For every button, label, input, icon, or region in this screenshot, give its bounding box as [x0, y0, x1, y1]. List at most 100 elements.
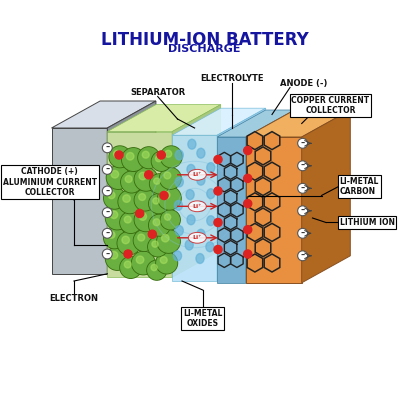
Circle shape [126, 152, 134, 160]
Circle shape [110, 147, 130, 167]
Text: LI-METAL
CARBON: LI-METAL CARBON [340, 177, 379, 196]
Circle shape [157, 230, 180, 253]
Circle shape [122, 172, 142, 192]
Circle shape [110, 211, 118, 218]
Polygon shape [246, 110, 294, 283]
Circle shape [156, 252, 178, 274]
Circle shape [115, 151, 123, 159]
Circle shape [139, 172, 146, 180]
Circle shape [149, 214, 170, 236]
Circle shape [107, 167, 129, 188]
Polygon shape [172, 108, 266, 135]
Polygon shape [264, 254, 280, 272]
Circle shape [158, 186, 181, 210]
Circle shape [160, 210, 180, 230]
Circle shape [160, 256, 167, 264]
Text: –: – [105, 165, 110, 174]
Polygon shape [264, 162, 280, 180]
Text: Li⁺: Li⁺ [193, 172, 202, 177]
Circle shape [244, 250, 252, 258]
Text: –: – [300, 229, 305, 238]
Circle shape [102, 143, 112, 153]
Circle shape [135, 190, 155, 210]
Circle shape [109, 146, 131, 168]
Ellipse shape [174, 251, 182, 261]
Text: SEPARATOR: SEPARATOR [130, 88, 185, 96]
Circle shape [150, 195, 168, 212]
Polygon shape [52, 128, 107, 274]
Circle shape [157, 253, 177, 273]
Circle shape [138, 234, 145, 241]
Polygon shape [172, 105, 221, 277]
Circle shape [139, 213, 146, 220]
Text: ELECTRON: ELECTRON [50, 294, 98, 304]
Circle shape [152, 152, 170, 170]
Text: –: – [105, 250, 110, 258]
Text: –: – [300, 139, 305, 148]
Circle shape [244, 174, 252, 182]
Circle shape [148, 237, 168, 257]
Ellipse shape [185, 240, 193, 250]
Circle shape [108, 231, 115, 238]
Text: Li⁺: Li⁺ [193, 235, 202, 240]
Polygon shape [107, 105, 221, 132]
Ellipse shape [197, 148, 205, 158]
Polygon shape [217, 108, 266, 281]
Circle shape [106, 247, 129, 270]
Text: LI-METAL
OXIDES: LI-METAL OXIDES [183, 309, 222, 328]
Polygon shape [52, 101, 156, 128]
Circle shape [119, 191, 141, 212]
Ellipse shape [196, 254, 204, 264]
Circle shape [157, 151, 165, 159]
Text: –: – [105, 143, 110, 152]
Text: CATHODE (+)
ALUMINIUM CURRENT
COLLECTOR: CATHODE (+) ALUMINIUM CURRENT COLLECTOR [3, 167, 97, 197]
Text: Li⁺: Li⁺ [193, 204, 202, 209]
Polygon shape [255, 147, 271, 165]
Circle shape [298, 161, 308, 171]
Ellipse shape [197, 175, 205, 185]
Circle shape [136, 210, 144, 218]
Ellipse shape [175, 226, 183, 236]
Text: ANODE (-): ANODE (-) [280, 78, 327, 88]
Circle shape [298, 183, 308, 193]
Ellipse shape [197, 229, 205, 239]
Ellipse shape [187, 164, 195, 174]
Circle shape [145, 171, 153, 179]
Ellipse shape [188, 232, 206, 243]
Polygon shape [264, 223, 280, 241]
Circle shape [125, 176, 132, 182]
Ellipse shape [207, 216, 215, 226]
Circle shape [214, 246, 222, 254]
Polygon shape [217, 137, 246, 283]
Circle shape [102, 164, 112, 174]
Circle shape [123, 195, 130, 202]
Polygon shape [217, 110, 294, 137]
Circle shape [298, 228, 308, 238]
Polygon shape [255, 208, 271, 226]
Polygon shape [247, 254, 263, 272]
Circle shape [161, 211, 179, 229]
Circle shape [244, 226, 252, 234]
Circle shape [214, 187, 222, 195]
Circle shape [114, 150, 120, 157]
Ellipse shape [197, 201, 205, 211]
Circle shape [160, 146, 182, 168]
Text: DISCHARGE: DISCHARGE [168, 44, 241, 54]
Polygon shape [246, 110, 350, 137]
Circle shape [110, 252, 118, 259]
Circle shape [104, 227, 125, 248]
Polygon shape [247, 193, 263, 211]
Ellipse shape [206, 242, 214, 252]
Circle shape [214, 218, 222, 226]
Circle shape [102, 228, 112, 238]
Circle shape [111, 170, 119, 178]
Polygon shape [247, 162, 263, 180]
Circle shape [160, 192, 168, 200]
Polygon shape [264, 193, 280, 211]
Ellipse shape [175, 150, 183, 160]
Circle shape [164, 214, 171, 220]
Circle shape [132, 252, 154, 274]
Circle shape [160, 168, 181, 189]
Circle shape [151, 264, 157, 271]
Circle shape [102, 249, 112, 259]
